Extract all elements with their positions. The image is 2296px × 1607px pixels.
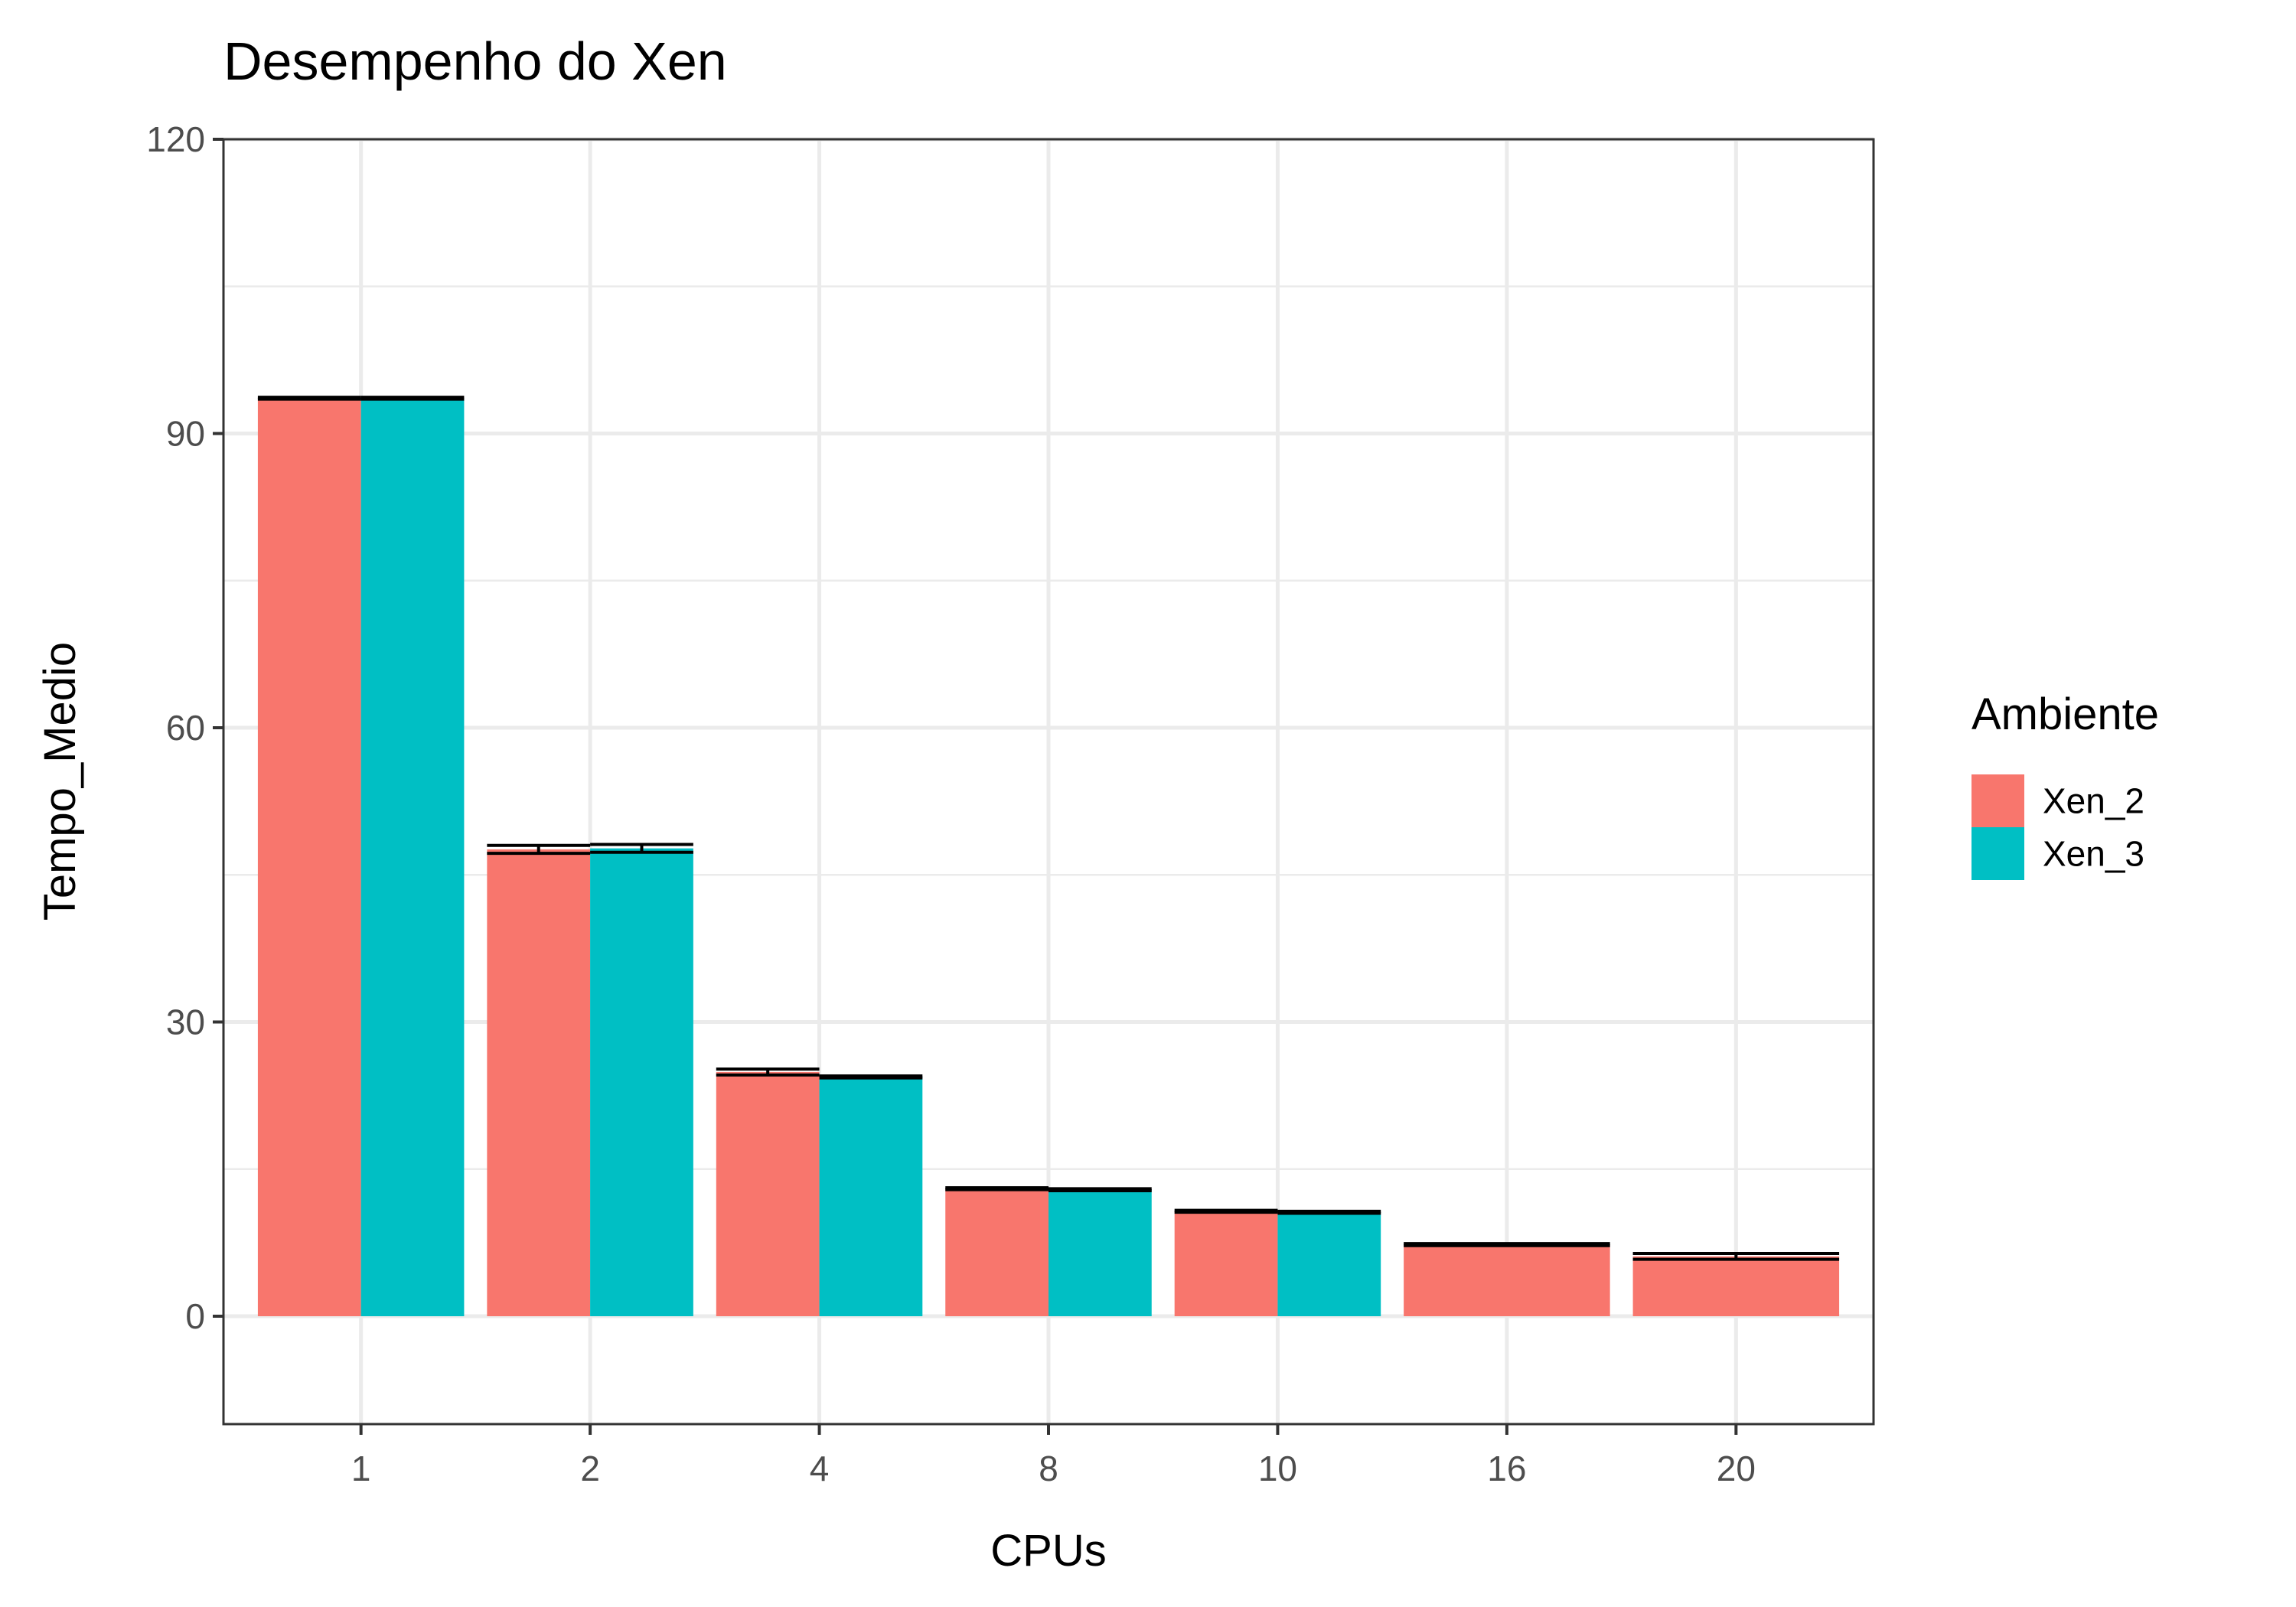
y-tick-label: 90	[166, 414, 205, 454]
chart-title: Desempenho do Xen	[223, 31, 727, 91]
bar-xen-3-cpu-4	[819, 1077, 923, 1317]
legend-label-xen-2: Xen_2	[2043, 781, 2144, 821]
x-tick-label: 2	[580, 1449, 600, 1488]
y-tick-label: 0	[185, 1296, 205, 1336]
legend-key-xen-2	[1971, 774, 2024, 827]
y-tick-label: 60	[166, 708, 205, 748]
bar-xen-3-cpu-1	[360, 398, 465, 1317]
bar-xen-2-cpu-8	[945, 1188, 1049, 1317]
y-axis-title: Tempo_Medio	[35, 642, 85, 921]
bar-xen-3-cpu-10	[1277, 1212, 1381, 1317]
legend-key-xen-3	[1971, 827, 2024, 880]
bar-xen-3-cpu-2	[590, 848, 693, 1317]
legend-items: Xen_2 Xen_3	[1971, 774, 2144, 880]
legend-label-xen-3: Xen_3	[2043, 834, 2144, 874]
y-axis-ticks: 0 30 60 90 120	[146, 119, 223, 1336]
bar-xen-3-cpu-8	[1049, 1189, 1152, 1317]
legend: Ambiente Xen_2 Xen_3	[1971, 689, 2159, 880]
bar-xen-2-cpu-16	[1404, 1244, 1610, 1317]
y-tick-label: 30	[166, 1002, 205, 1042]
x-axis-ticks: 1 2 4 8 10 16 20	[351, 1424, 1756, 1488]
bar-xen-2-cpu-4	[716, 1071, 820, 1317]
x-tick-label: 16	[1487, 1449, 1526, 1488]
x-tick-label: 10	[1258, 1449, 1297, 1488]
bars	[257, 398, 1840, 1317]
error-bars	[257, 396, 1840, 1261]
x-axis-title: CPUs	[990, 1526, 1106, 1576]
x-tick-label: 1	[351, 1449, 371, 1488]
x-tick-label: 4	[810, 1449, 830, 1488]
x-tick-label: 8	[1039, 1449, 1058, 1488]
y-tick-label: 120	[146, 119, 205, 159]
bar-xen-2-cpu-10	[1174, 1211, 1278, 1317]
bar-xen-2-cpu-2	[487, 849, 591, 1317]
legend-title: Ambiente	[1971, 689, 2159, 739]
x-tick-label: 20	[1717, 1449, 1756, 1488]
bar-xen-2-cpu-1	[257, 398, 361, 1317]
bar-xen-2-cpu-20	[1632, 1256, 1840, 1317]
